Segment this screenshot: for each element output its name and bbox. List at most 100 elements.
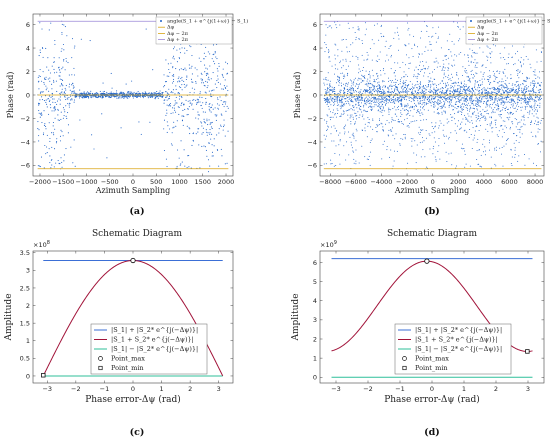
scatter-point: [199, 91, 201, 93]
scatter-point: [407, 125, 409, 127]
scatter-point: [176, 149, 179, 151]
scatter-point: [495, 88, 497, 90]
scatter-point: [45, 153, 47, 155]
scatter-point: [428, 101, 430, 103]
scatter-point: [478, 129, 480, 131]
scatter-point: [387, 59, 389, 61]
scatter-point: [363, 109, 365, 111]
scatter-point: [395, 100, 397, 102]
scatter-point: [495, 124, 497, 126]
scatter-point: [60, 118, 62, 121]
scatter-point: [525, 56, 527, 58]
scatter-point: [184, 47, 186, 49]
scatter-point: [388, 91, 390, 93]
scatter-point: [478, 163, 480, 165]
scatter-point: [358, 68, 360, 70]
scatter-point: [474, 83, 476, 85]
scatter-point: [172, 78, 175, 80]
scatter-point: [337, 79, 339, 81]
scatter-point: [431, 71, 433, 73]
scatter-point: [61, 33, 63, 35]
scatter-point: [383, 85, 385, 87]
scatter-point: [324, 146, 326, 148]
scatter-point: [178, 91, 180, 94]
scatter-point: [472, 122, 474, 124]
scatter-point: [526, 106, 528, 108]
scatter-point: [191, 55, 193, 57]
scatter-point: [365, 70, 367, 72]
scatter-point: [410, 88, 412, 90]
scatter-point: [509, 128, 511, 130]
scatter-point: [537, 97, 539, 99]
scatter-point: [216, 43, 218, 46]
scatter-point: [480, 95, 482, 97]
scatter-point: [443, 69, 445, 71]
scatter-point: [389, 79, 391, 81]
scatter-point: [531, 88, 533, 90]
scatter-point: [474, 66, 476, 68]
scatter-point: [467, 113, 469, 115]
scatter-point: [129, 95, 131, 97]
scatter-point: [157, 93, 160, 95]
scatter-point: [489, 76, 491, 78]
scatter-point: [63, 109, 65, 111]
scatter-point: [182, 109, 184, 111]
scatter-point: [413, 108, 415, 110]
scatter-point: [507, 95, 509, 97]
scatter-point: [221, 73, 223, 76]
scatter-point: [391, 102, 393, 104]
scatter-point: [174, 100, 176, 102]
x-tick-label: 1: [160, 385, 164, 393]
scatter-point: [176, 165, 178, 167]
scatter-point: [217, 78, 219, 80]
scatter-point: [438, 84, 440, 86]
scatter-point: [180, 104, 182, 106]
scatter-point: [429, 80, 431, 82]
scatter-point: [504, 125, 506, 127]
scatter-point: [533, 91, 535, 93]
scatter-point: [211, 133, 213, 135]
scatter-point: [433, 107, 435, 109]
scatter-point: [382, 109, 384, 111]
scatter-point: [393, 150, 395, 152]
scatter-point: [513, 91, 515, 93]
scatter-point: [461, 97, 463, 99]
scatter-point: [110, 91, 112, 93]
scatter-point: [149, 121, 151, 123]
scatter-point: [417, 110, 419, 112]
scatter-point: [463, 106, 465, 108]
scatter-point: [449, 95, 451, 97]
scatter-point: [445, 93, 447, 95]
scatter-point: [519, 71, 521, 73]
scatter-point: [329, 80, 331, 82]
scatter-point: [519, 121, 521, 123]
scatter-point: [454, 90, 456, 92]
scatter-point: [481, 65, 483, 67]
scatter-point: [180, 140, 182, 142]
scatter-point: [489, 149, 491, 151]
scatter-point: [214, 114, 216, 116]
scatter-point: [367, 158, 369, 160]
scatter-point: [436, 103, 438, 105]
scatter-point: [494, 147, 496, 149]
scatter-point: [448, 79, 450, 81]
scatter-point: [339, 89, 341, 91]
point-max-marker: [130, 257, 136, 264]
scatter-point: [57, 109, 59, 111]
scatter-point: [197, 111, 199, 113]
scatter-point: [367, 98, 369, 100]
scatter-point: [500, 110, 502, 112]
scatter-point: [486, 45, 488, 47]
scatter-point: [226, 162, 228, 164]
scatter-point: [402, 91, 404, 92]
scatter-point: [190, 78, 193, 80]
scatter-point: [147, 97, 149, 99]
scatter-point: [184, 86, 186, 88]
y-tick-label: 6: [313, 259, 317, 267]
scatter-point: [470, 134, 472, 136]
scatter-point: [458, 90, 460, 92]
x-tick-label: −2000: [396, 178, 418, 186]
scatter-point: [482, 97, 484, 99]
scatter-point: [531, 89, 533, 91]
